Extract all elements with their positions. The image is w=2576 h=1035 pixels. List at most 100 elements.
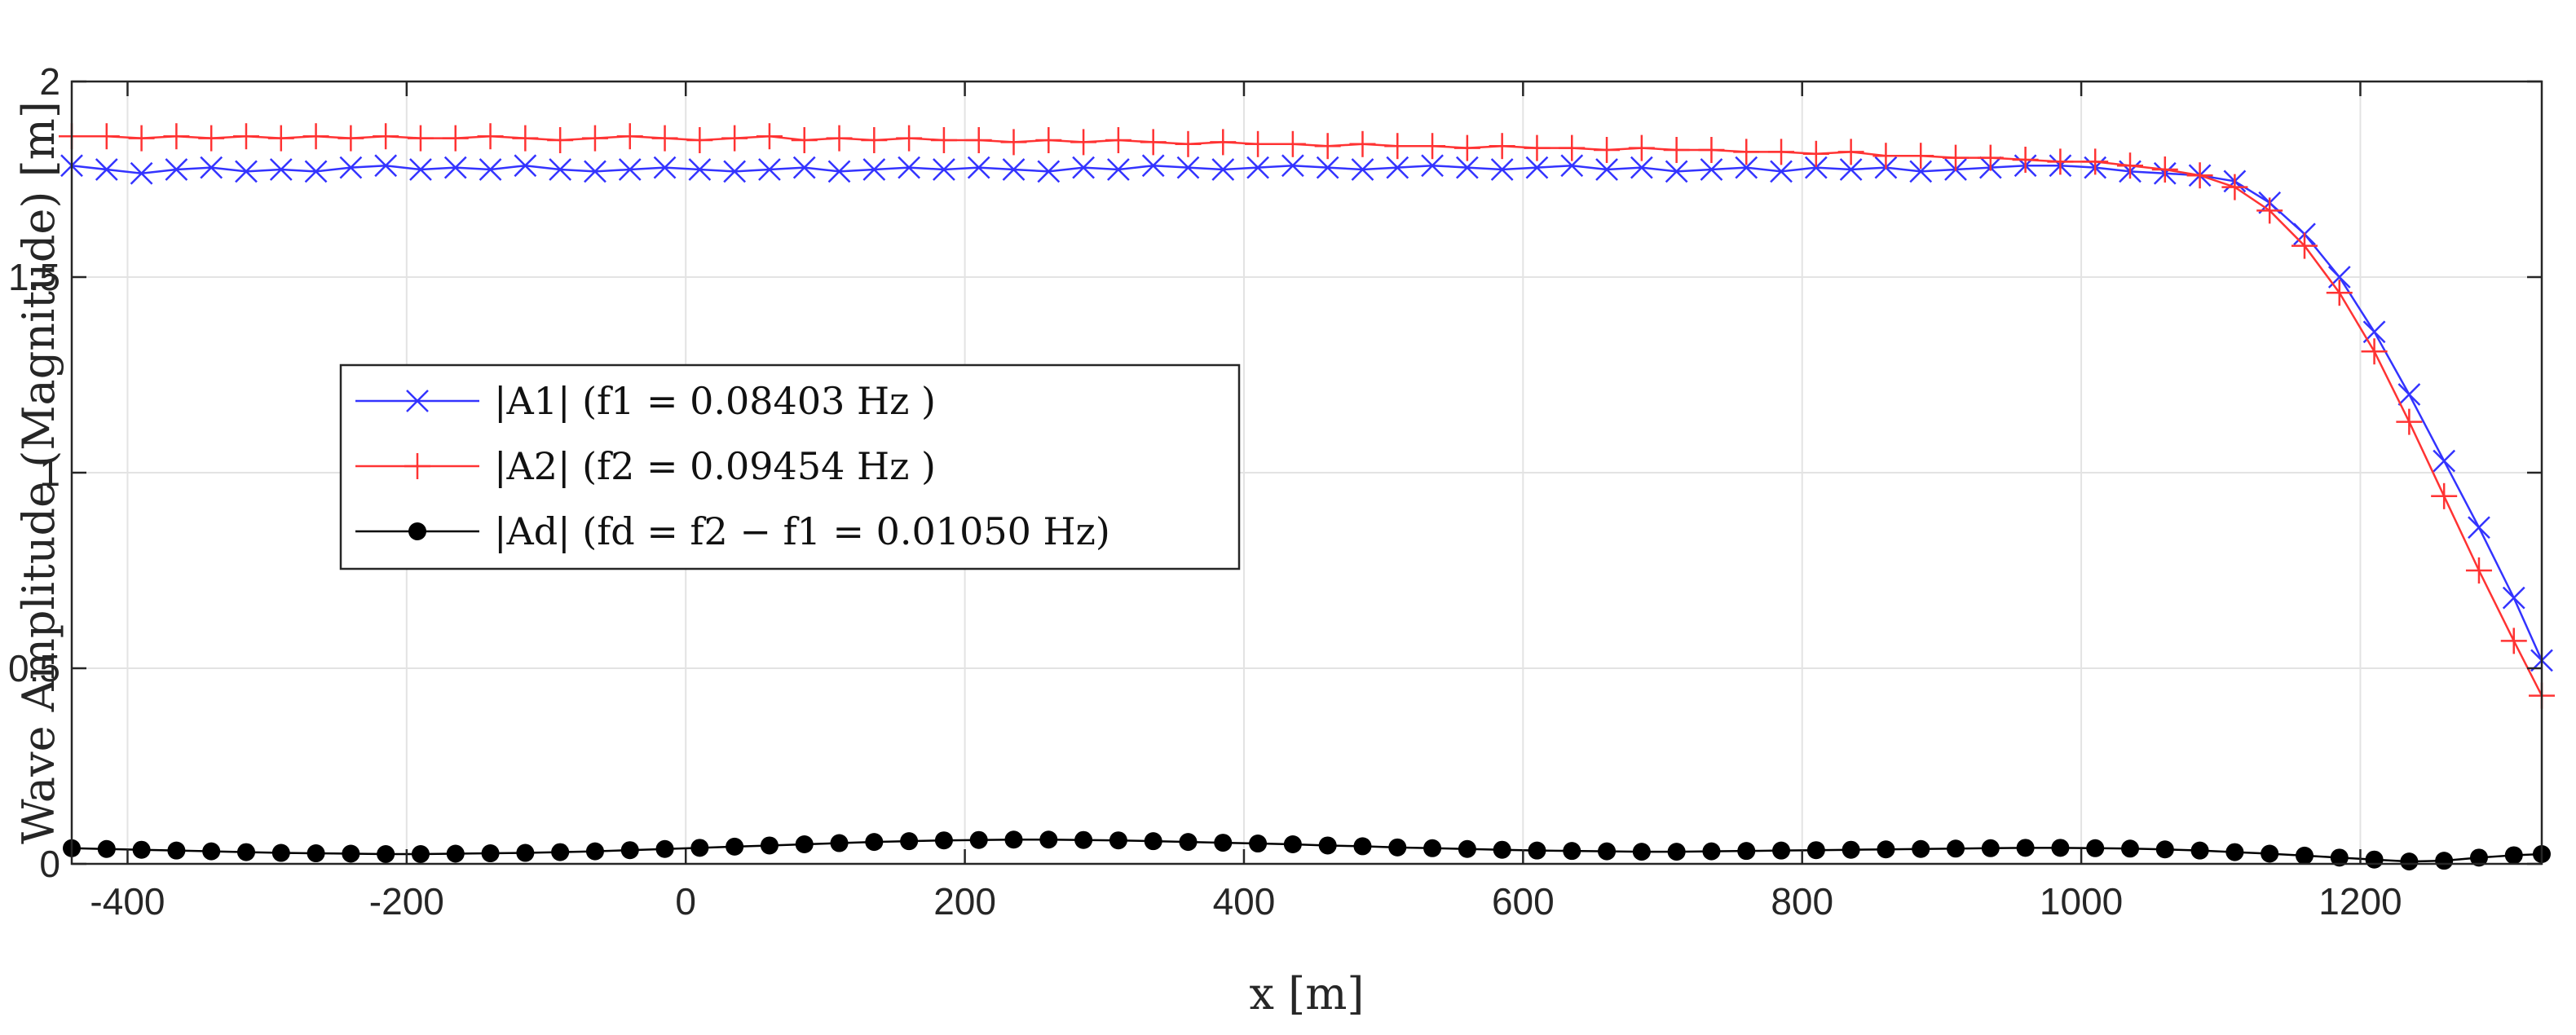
data-point (1632, 843, 1651, 861)
data-point (792, 156, 816, 179)
data-point (2433, 449, 2456, 473)
data-point (1249, 835, 1268, 853)
marker-stroke (1176, 156, 1200, 179)
marker-stroke (514, 154, 537, 178)
data-point (132, 840, 151, 859)
data-point (1314, 133, 1341, 160)
marker-stroke (723, 160, 747, 183)
legend-box (339, 363, 1241, 570)
data-point (655, 839, 674, 858)
data-point (1105, 127, 1131, 153)
data-point (585, 842, 604, 861)
data-point (1421, 154, 1444, 178)
marker-stroke (1037, 160, 1061, 183)
data-point (1943, 144, 1969, 171)
marker-stroke (1909, 160, 1933, 183)
data-point (896, 125, 923, 152)
marker-stroke (898, 156, 921, 179)
marker-stroke (1630, 156, 1653, 179)
data-point (690, 839, 709, 857)
data-point (1909, 160, 1933, 183)
marker-stroke (130, 161, 153, 185)
data-point (1912, 839, 1930, 858)
data-point (1070, 129, 1097, 156)
data-point (2151, 156, 2178, 183)
data-point (2221, 174, 2248, 200)
marker-stroke (827, 160, 851, 183)
data-point (1493, 840, 1511, 859)
data-point (2400, 852, 2419, 871)
data-point (1211, 158, 1235, 181)
data-point (236, 843, 255, 861)
marker-stroke (235, 160, 258, 183)
series-1 (60, 154, 2553, 672)
y-tick-label: 0 (39, 843, 60, 885)
data-point (1804, 156, 1828, 179)
data-point (1039, 830, 1058, 849)
data-point (969, 830, 988, 849)
marker-stroke (549, 158, 572, 181)
data-point (2051, 839, 2070, 857)
legend-label: |A1| (f1 = 0.08403 Hz ) (494, 379, 936, 423)
data-point (2117, 152, 2143, 179)
y-tick-label: 1 (39, 451, 60, 494)
marker-stroke (1700, 158, 1723, 181)
series-3 (63, 830, 2551, 871)
data-point (1733, 139, 1760, 165)
data-point (165, 158, 188, 181)
data-point (2361, 338, 2388, 365)
legend-label: |Ad| (fd = f2 − f1 = 0.01050 Hz) (494, 509, 1110, 553)
data-point (516, 843, 535, 862)
data-point (830, 834, 849, 852)
legend-marker (408, 522, 426, 540)
marker-stroke (1525, 156, 1549, 179)
data-point (1735, 156, 1758, 179)
data-point (1877, 840, 1895, 859)
marker-stroke (1770, 160, 1793, 183)
data-point (2256, 197, 2283, 224)
marker-stroke (374, 154, 398, 178)
data-point (551, 843, 570, 861)
marker-stroke (1107, 158, 1130, 181)
data-point (967, 156, 990, 179)
legend-items: |A1| (f1 = 0.08403 Hz ) |A2| (f2 = 0.0945… (355, 379, 1110, 553)
x-tick-label: 400 (1213, 880, 1276, 923)
data-point (1837, 139, 1864, 165)
data-point (1802, 140, 1829, 167)
marker-stroke (1839, 158, 1863, 181)
marker-stroke (1281, 154, 1304, 178)
marker-stroke (862, 158, 886, 181)
marker-stroke (95, 158, 118, 181)
data-point (2086, 839, 2105, 857)
marker-stroke (1211, 158, 1235, 181)
data-point (1663, 137, 1690, 163)
data-point (337, 125, 364, 152)
data-point (1667, 843, 1686, 861)
data-point (307, 844, 325, 863)
data-point (130, 161, 153, 185)
data-point (1246, 156, 1269, 179)
data-point (1702, 842, 1721, 861)
tick-labels: -400 -200 0 200 400 600 800 1000 1200 0 0.5 1 1.5 2 (8, 60, 2402, 923)
marker-stroke (967, 156, 990, 179)
data-point (2225, 843, 2244, 861)
data-point (1595, 158, 1618, 181)
data-point (2121, 839, 2139, 858)
data-point (965, 127, 992, 153)
data-point (686, 127, 713, 153)
marker-stroke (1351, 158, 1374, 181)
data-point (1141, 154, 1165, 178)
data-point (2295, 846, 2314, 865)
marker-stroke (1735, 156, 1758, 179)
x-tick-label: 600 (1492, 880, 1555, 923)
data-point (128, 125, 155, 152)
data-point (2504, 846, 2523, 865)
marker-stroke (1316, 156, 1339, 179)
data-point (1455, 156, 1479, 179)
data-point (1458, 839, 1476, 858)
data-point (616, 123, 643, 150)
data-point (584, 160, 607, 183)
data-point (481, 844, 500, 863)
marker-stroke (1246, 156, 1269, 179)
data-point (865, 833, 884, 852)
